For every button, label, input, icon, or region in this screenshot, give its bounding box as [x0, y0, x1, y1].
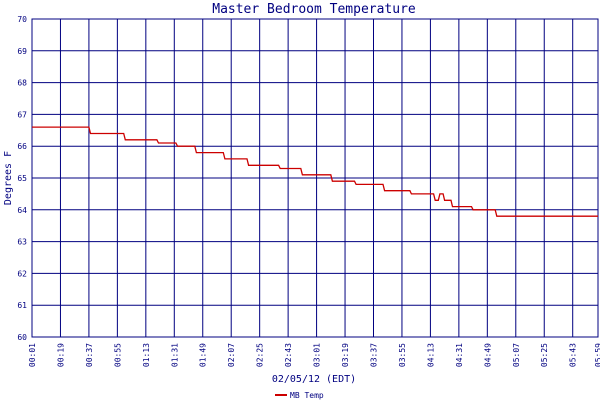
- x-tick-label: 05:25: [540, 343, 549, 367]
- x-tick-label: 01:31: [170, 343, 179, 367]
- x-tick-label: 01:13: [142, 343, 151, 367]
- x-tick-label: 04:13: [426, 343, 435, 367]
- x-tick-label: 00:37: [85, 343, 94, 367]
- y-tick-label: 65: [17, 174, 27, 183]
- plot-frame: [31, 18, 599, 338]
- y-tick-label: 69: [17, 47, 27, 56]
- series-lines: [32, 126, 598, 217]
- x-tick-label: 03:01: [313, 343, 322, 367]
- x-tick-label: 02:25: [256, 343, 265, 367]
- x-tick-label: 05:59: [594, 343, 600, 367]
- y-tick-label: 67: [17, 110, 27, 119]
- x-tick-label: 04:31: [455, 343, 464, 367]
- x-tick-label: 05:07: [512, 343, 521, 367]
- x-tick-label: 03:55: [398, 343, 407, 367]
- y-tick-label: 61: [17, 301, 27, 310]
- x-axis-label: 02/05/12 (EDT): [272, 374, 356, 385]
- chart-title: Master Bedroom Temperature: [212, 2, 416, 17]
- y-tick-label: 63: [17, 238, 27, 247]
- series-line: [32, 126, 598, 217]
- grid-lines: [31, 18, 599, 338]
- legend-label: MB Temp: [290, 391, 324, 400]
- y-tick-label: 60: [17, 333, 27, 342]
- x-tick-label: 00:01: [28, 343, 37, 367]
- y-axis-label: Degrees F: [3, 151, 14, 205]
- x-tick-label: 05:43: [569, 343, 578, 367]
- x-tick-label: 02:07: [227, 343, 236, 367]
- x-tick-label: 02:43: [284, 343, 293, 367]
- x-tick-label: 04:49: [483, 343, 492, 367]
- x-tick-label: 03:37: [369, 343, 378, 367]
- y-tick-label: 68: [17, 79, 27, 88]
- y-tick-label: 70: [17, 15, 27, 24]
- y-tick-label: 64: [17, 206, 27, 215]
- y-tick-label: 66: [17, 142, 27, 151]
- y-tick-label: 62: [17, 269, 27, 278]
- x-tick-label: 00:19: [56, 343, 65, 367]
- x-tick-label: 03:19: [341, 343, 350, 367]
- legend: MB Temp: [275, 391, 324, 400]
- x-tick-labels: 00:01 00:19 00:37 00:55 01:13 01:31 01:49 02:07…: [28, 343, 600, 367]
- y-tick-labels: 60 61 62 63 64 65 66 67 68 69 70: [17, 15, 27, 342]
- x-tick-label: 01:49: [199, 343, 208, 367]
- x-tick-label: 00:55: [113, 343, 122, 367]
